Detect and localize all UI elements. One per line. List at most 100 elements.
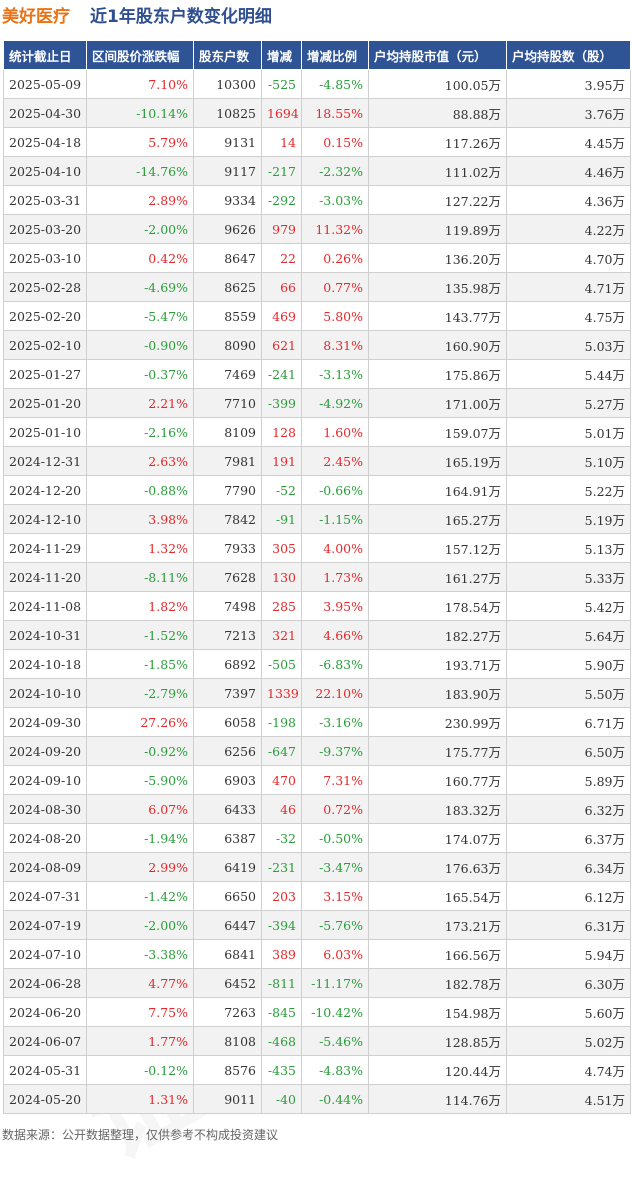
cell-holder-delta: 305 [261, 533, 302, 563]
cell-holder-delta: 22 [261, 243, 302, 273]
cell-date: 2024-09-30 [3, 707, 87, 737]
table-row: 2024-10-18 -1.85% 6892 -505 -6.83% 193.71万 5.9… [3, 649, 631, 679]
table-row: 2025-03-20 -2.00% 9626 979 11.32% 119.89万 4.22… [3, 214, 631, 244]
cell-holder-delta: 128 [261, 417, 302, 447]
table-row: 2024-06-28 4.77% 6452 -811 -11.17% 182.78万 6.3… [3, 968, 631, 998]
cell-holders: 6903 [193, 765, 262, 795]
cell-avg-value: 173.21万 [368, 910, 507, 940]
cell-avg-shares: 5.27万 [506, 388, 631, 418]
cell-holder-delta: 469 [261, 301, 302, 331]
cell-holders: 7790 [193, 475, 262, 505]
cell-holders: 8559 [193, 301, 262, 331]
table-row: 2024-07-31 -1.42% 6650 203 3.15% 165.54万 6.12万 [3, 881, 631, 911]
cell-holder-delta: 470 [261, 765, 302, 795]
cell-price-change: -1.52% [86, 620, 194, 650]
cell-price-change: 0.42% [86, 243, 194, 273]
cell-avg-value: 178.54万 [368, 591, 507, 621]
cell-avg-shares: 4.22万 [506, 214, 631, 244]
cell-avg-value: 159.07万 [368, 417, 507, 447]
cell-avg-shares: 6.32万 [506, 794, 631, 824]
cell-delta-ratio: 1.60% [301, 417, 369, 447]
cell-holder-delta: -198 [261, 707, 302, 737]
cell-delta-ratio: -9.37% [301, 736, 369, 766]
cell-date: 2024-11-08 [3, 591, 87, 621]
cell-avg-value: 111.02万 [368, 156, 507, 186]
cell-price-change: 4.77% [86, 968, 194, 998]
cell-date: 2025-01-10 [3, 417, 87, 447]
cell-delta-ratio: -4.92% [301, 388, 369, 418]
cell-avg-value: 100.05万 [368, 69, 507, 99]
cell-avg-shares: 5.44万 [506, 359, 631, 389]
cell-date: 2025-04-30 [3, 98, 87, 128]
table-row: 2024-08-20 -1.94% 6387 -32 -0.50% 174.07万 6.37… [3, 823, 631, 853]
table-row: 2024-06-07 1.77% 8108 -468 -5.46% 128.85万 5.02… [3, 1026, 631, 1056]
cell-holders: 7213 [193, 620, 262, 650]
cell-price-change: -1.85% [86, 649, 194, 679]
cell-avg-shares: 4.71万 [506, 272, 631, 302]
cell-avg-value: 165.54万 [368, 881, 507, 911]
cell-delta-ratio: 4.66% [301, 620, 369, 650]
cell-delta-ratio: -3.47% [301, 852, 369, 882]
cell-holder-delta: -399 [261, 388, 302, 418]
cell-date: 2024-05-31 [3, 1055, 87, 1085]
cell-delta-ratio: -5.76% [301, 910, 369, 940]
cell-holders: 6892 [193, 649, 262, 679]
table-row: 2025-02-10 -0.90% 8090 621 8.31% 160.90万 5.03万 [3, 330, 631, 360]
cell-holders: 7469 [193, 359, 262, 389]
cell-date: 2024-05-20 [3, 1084, 87, 1114]
cell-delta-ratio: 5.80% [301, 301, 369, 331]
data-source-note: 数据来源：公开数据整理，仅供参考不构成投资建议 [2, 1128, 279, 1142]
table-row: 2024-09-20 -0.92% 6256 -647 -9.37% 175.77万 6.5… [3, 736, 631, 766]
cell-avg-value: 128.85万 [368, 1026, 507, 1056]
cell-holders: 7397 [193, 678, 262, 708]
cell-price-change: -5.90% [86, 765, 194, 795]
cell-avg-shares: 5.22万 [506, 475, 631, 505]
column-header: 增减 [261, 40, 302, 70]
cell-delta-ratio: 1.73% [301, 562, 369, 592]
table-row: 2025-04-10 -14.76% 9117 -217 -2.32% 111.02万 4.… [3, 156, 631, 186]
cell-avg-value: 160.77万 [368, 765, 507, 795]
cell-date: 2025-02-20 [3, 301, 87, 331]
table-row: 2024-10-10 -2.79% 7397 1339 22.10% 183.90万 5.5… [3, 678, 631, 708]
cell-avg-shares: 4.75万 [506, 301, 631, 331]
table-header-row: 统计截止日 区间股价涨跌幅 股东户数 增减 增减比例 户均持股市值（元） 户均持… [3, 40, 631, 70]
cell-holder-delta: 1339 [261, 678, 302, 708]
cell-avg-value: 143.77万 [368, 301, 507, 331]
table-row: 2025-02-28 -4.69% 8625 66 0.77% 135.98万 4.71万 [3, 272, 631, 302]
cell-avg-value: 88.88万 [368, 98, 507, 128]
cell-holders: 9131 [193, 127, 262, 157]
cell-delta-ratio: -4.85% [301, 69, 369, 99]
cell-date: 2025-04-18 [3, 127, 87, 157]
cell-delta-ratio: 8.31% [301, 330, 369, 360]
cell-date: 2024-08-20 [3, 823, 87, 853]
cell-holders: 8090 [193, 330, 262, 360]
cell-holders: 9626 [193, 214, 262, 244]
cell-holders: 8109 [193, 417, 262, 447]
cell-avg-shares: 6.34万 [506, 852, 631, 882]
cell-price-change: -0.37% [86, 359, 194, 389]
cell-avg-value: 157.12万 [368, 533, 507, 563]
cell-avg-value: 230.99万 [368, 707, 507, 737]
cell-holders: 7628 [193, 562, 262, 592]
cell-date: 2024-11-29 [3, 533, 87, 563]
table-row: 2024-08-30 6.07% 6433 46 0.72% 183.32万 6.32万 [3, 794, 631, 824]
cell-avg-shares: 6.12万 [506, 881, 631, 911]
cell-delta-ratio: 0.77% [301, 272, 369, 302]
cell-holders: 6452 [193, 968, 262, 998]
cell-holder-delta: -32 [261, 823, 302, 853]
cell-delta-ratio: -1.15% [301, 504, 369, 534]
cell-holders: 6058 [193, 707, 262, 737]
cell-avg-value: 174.07万 [368, 823, 507, 853]
cell-holders: 7498 [193, 591, 262, 621]
cell-date: 2024-10-18 [3, 649, 87, 679]
cell-price-change: -2.00% [86, 214, 194, 244]
cell-avg-value: 176.63万 [368, 852, 507, 882]
cell-holder-delta: -231 [261, 852, 302, 882]
cell-date: 2024-11-20 [3, 562, 87, 592]
cell-delta-ratio: -6.83% [301, 649, 369, 679]
cell-holder-delta: -52 [261, 475, 302, 505]
cell-holder-delta: 130 [261, 562, 302, 592]
cell-avg-shares: 5.89万 [506, 765, 631, 795]
cell-price-change: 6.07% [86, 794, 194, 824]
table-row: 2024-08-09 2.99% 6419 -231 -3.47% 176.63万 6.34… [3, 852, 631, 882]
